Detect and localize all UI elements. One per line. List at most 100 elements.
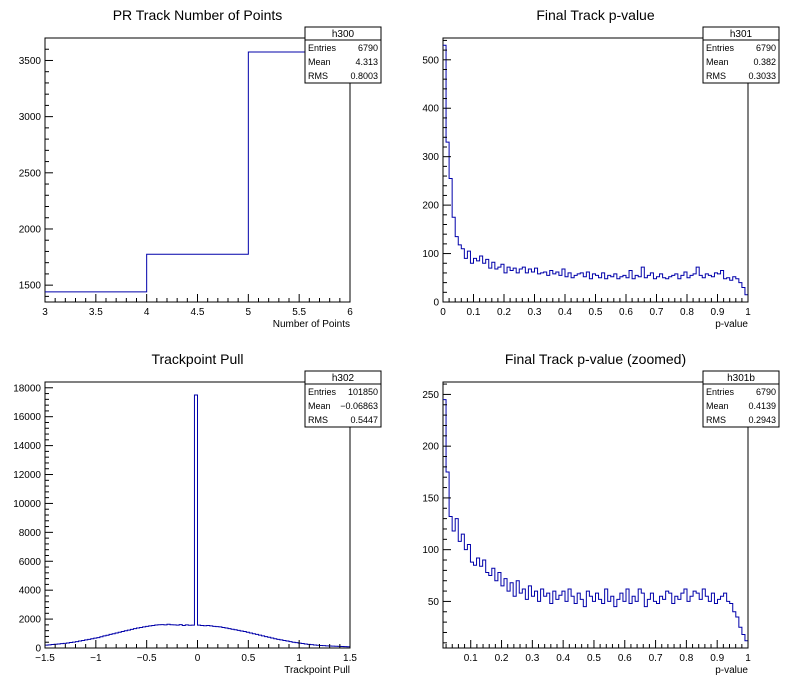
- x-tick-label: 5.5: [292, 307, 306, 318]
- stats-name: h302: [332, 373, 355, 384]
- x-tick-label: 4.5: [191, 307, 205, 318]
- stats-value: −0.06863: [340, 401, 378, 411]
- chart-title: PR Track Number of Points: [113, 7, 283, 23]
- stats-box: h301 Entries 6790 Mean 0.382 RMS 0.3033: [702, 26, 780, 84]
- stats-box-frame: [702, 370, 780, 428]
- histogram-series: [45, 51, 350, 293]
- panel-3: Trackpoint Pull −1.5 −1 −0.5 0 0.5 1 1.5 0 2000 40…: [13, 351, 382, 676]
- y-tick-label: 200: [422, 442, 439, 453]
- stats-value: 4.313: [355, 57, 378, 67]
- x-tick-label: 0.7: [649, 653, 663, 664]
- stats-name: h301b: [727, 373, 755, 384]
- x-tick-label: 0.1: [467, 307, 481, 318]
- chart-title: Final Track p-value (zoomed): [505, 351, 686, 367]
- stats-value: 6790: [756, 387, 776, 397]
- y-tick-label: 1500: [19, 281, 42, 292]
- histogram-series: [443, 399, 748, 642]
- stats-key: RMS: [308, 71, 328, 81]
- histogram-series: [45, 394, 350, 648]
- x-tick-label: 0.5: [589, 307, 603, 318]
- x-tick-label: 0.9: [710, 653, 724, 664]
- stats-key: Entries: [308, 43, 337, 53]
- stats-value: 0.5447: [350, 415, 378, 425]
- stats-value: 0.4139: [748, 401, 776, 411]
- chart-title: Trackpoint Pull: [151, 351, 243, 367]
- y-tick-label: 150: [422, 493, 439, 504]
- stats-value: 101850: [348, 387, 378, 397]
- y-tick-label: 300: [422, 152, 439, 163]
- x-tick-label: 5: [246, 307, 252, 318]
- x-tick-label: 1: [296, 653, 302, 664]
- stats-key: Entries: [706, 43, 735, 53]
- x-tick-label: 6: [347, 307, 353, 318]
- y-tick-label: 10000: [13, 499, 41, 510]
- stats-box-frame: [304, 370, 382, 428]
- y-tick-label: 4000: [19, 586, 42, 597]
- y-tick-label: 14000: [13, 441, 41, 452]
- panel-1: PR Track Number of Points 3 3.5 4 4.5 5 5.5 6 15…: [19, 7, 382, 330]
- x-tick-label: 0.8: [680, 307, 694, 318]
- x-tick-label: 0.4: [556, 653, 570, 664]
- chart-title: Final Track p-value: [536, 7, 654, 23]
- stats-key: Entries: [706, 387, 735, 397]
- stats-key: RMS: [706, 415, 726, 425]
- y-tick-label: 0: [433, 298, 439, 309]
- stats-key: Mean: [308, 401, 331, 411]
- y-tick-label: 500: [422, 55, 439, 66]
- x-tick-label: 0.8: [679, 653, 693, 664]
- x-tick-label: 0.6: [619, 307, 633, 318]
- histogram-series: [443, 44, 748, 296]
- x-tick-label: 0.3: [525, 653, 539, 664]
- x-tick-label: 0.7: [650, 307, 664, 318]
- stats-box: h302 Entries 101850 Mean −0.06863 RMS 0.5447: [304, 370, 382, 428]
- stats-key: RMS: [308, 415, 328, 425]
- x-tick-label: 0.6: [618, 653, 632, 664]
- x-tick-label: 1: [745, 307, 751, 318]
- stats-value: 0.382: [753, 57, 776, 67]
- x-tick-label: 0.4: [558, 307, 572, 318]
- stats-box: h301b Entries 6790 Mean 0.4139 RMS 0.2943: [702, 370, 780, 428]
- y-tick-label: 100: [422, 249, 439, 260]
- stats-name: h300: [332, 29, 355, 40]
- y-tick-label: 50: [428, 597, 440, 608]
- stats-key: Entries: [308, 387, 337, 397]
- plot-frame: [442, 381, 749, 649]
- stats-box-frame: [304, 26, 382, 84]
- stats-value: 6790: [756, 43, 776, 53]
- y-tick-label: 0: [35, 644, 41, 655]
- x-axis-label: Trackpoint Pull: [284, 665, 350, 676]
- stats-key: Mean: [308, 57, 331, 67]
- x-tick-label: 0.5: [241, 653, 255, 664]
- x-tick-label: 0.3: [528, 307, 542, 318]
- stats-value: 0.3033: [748, 71, 776, 81]
- x-tick-label: 1.5: [343, 653, 357, 664]
- x-tick-label: 0: [440, 307, 446, 318]
- panel-2: Final Track p-value 0 0.1 0.2 0.3 0.4 0.5 0.6 0.…: [422, 7, 780, 330]
- plot-frame: [44, 37, 351, 303]
- stats-value: 6790: [358, 43, 378, 53]
- y-tick-label: 8000: [19, 528, 42, 539]
- x-tick-label: 3.5: [89, 307, 103, 318]
- y-tick-label: 18000: [13, 383, 41, 394]
- y-tick-label: 3000: [19, 112, 42, 123]
- y-tick-label: 2000: [19, 615, 42, 626]
- x-axis-label: p-value: [715, 665, 748, 676]
- x-axis-label: Number of Points: [273, 319, 350, 330]
- stats-key: Mean: [706, 57, 729, 67]
- x-tick-label: −1: [90, 653, 102, 664]
- y-tick-label: 200: [422, 201, 439, 212]
- stats-value: 0.2943: [748, 415, 776, 425]
- y-tick-label: 250: [422, 390, 439, 401]
- x-axis-label: p-value: [715, 319, 748, 330]
- stats-box: h300 Entries 6790 Mean 4.313 RMS 0.8003: [304, 26, 382, 84]
- y-tick-label: 6000: [19, 557, 42, 568]
- y-tick-label: 12000: [13, 470, 41, 481]
- y-tick-label: 3500: [19, 56, 42, 67]
- x-tick-label: −1.5: [35, 653, 55, 664]
- y-tick-label: 16000: [13, 412, 41, 423]
- panel-4: Final Track p-value (zoomed) 0.1 0.2 0.3 0.4…: [422, 351, 780, 676]
- x-tick-label: 0: [195, 653, 201, 664]
- stats-value: 0.8003: [350, 71, 378, 81]
- x-tick-label: 0.1: [464, 653, 478, 664]
